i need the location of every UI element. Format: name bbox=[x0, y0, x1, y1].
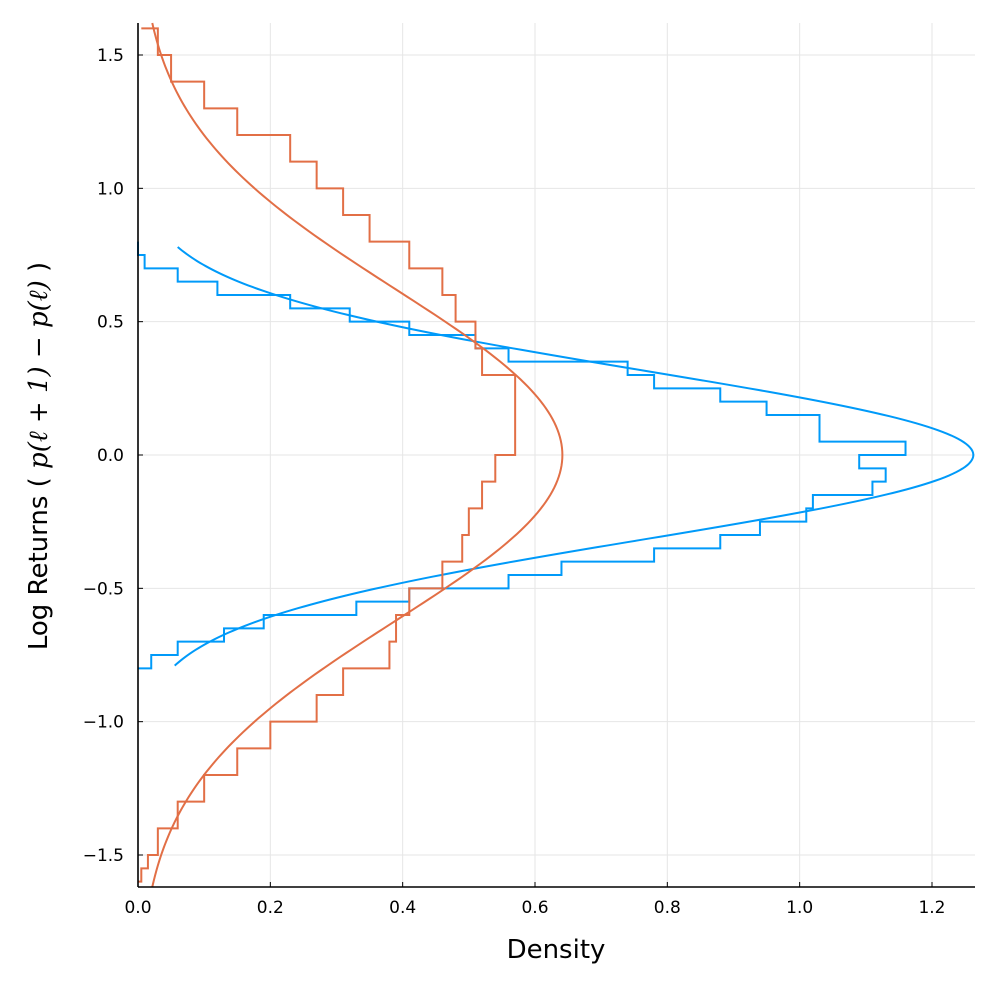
y-axis-title-math: p(ℓ + 1) − p(ℓ) bbox=[24, 280, 54, 469]
normal-fit-curve-3 bbox=[151, 22, 564, 888]
grid bbox=[137, 23, 975, 887]
y-axis-title: Log Returns ( p(ℓ + 1) − p(ℓ) ) bbox=[24, 262, 54, 650]
y-tick-label-0: −1.5 bbox=[83, 846, 124, 866]
x-tick-label-6: 1.2 bbox=[918, 898, 945, 918]
x-tick-label-4: 0.8 bbox=[654, 898, 681, 918]
axes bbox=[137, 23, 975, 888]
x-axis-title: Density bbox=[507, 935, 606, 965]
x-tick-label-3: 0.6 bbox=[521, 898, 548, 918]
x-tick-label-2: 0.4 bbox=[389, 898, 416, 918]
y-axis-title-prefix: Log Returns ( bbox=[24, 469, 54, 650]
series-layer bbox=[137, 22, 975, 888]
y-tick-label-5: 1.0 bbox=[97, 179, 124, 199]
y-tick-label-2: −0.5 bbox=[83, 579, 124, 599]
tick-labels: 0.0 0.2 0.4 0.6 0.8 1.0 1.2 −1.5 −1.0 −0.5 0.0 0.5 1… bbox=[83, 46, 946, 918]
x-tick-label-5: 1.0 bbox=[786, 898, 813, 918]
y-tick-label-1: −1.0 bbox=[83, 713, 124, 733]
y-tick-label-4: 0.5 bbox=[97, 313, 124, 333]
normal-fit-curve-1 bbox=[174, 246, 975, 667]
histogram-series-2 bbox=[138, 27, 517, 883]
x-tick-label-1: 0.2 bbox=[257, 898, 284, 918]
y-tick-label-3: 0.0 bbox=[97, 446, 124, 466]
x-tick-label-0: 0.0 bbox=[124, 898, 151, 918]
y-tick-label-6: 1.5 bbox=[97, 46, 124, 66]
y-axis-title-suffix: ) bbox=[24, 262, 54, 280]
